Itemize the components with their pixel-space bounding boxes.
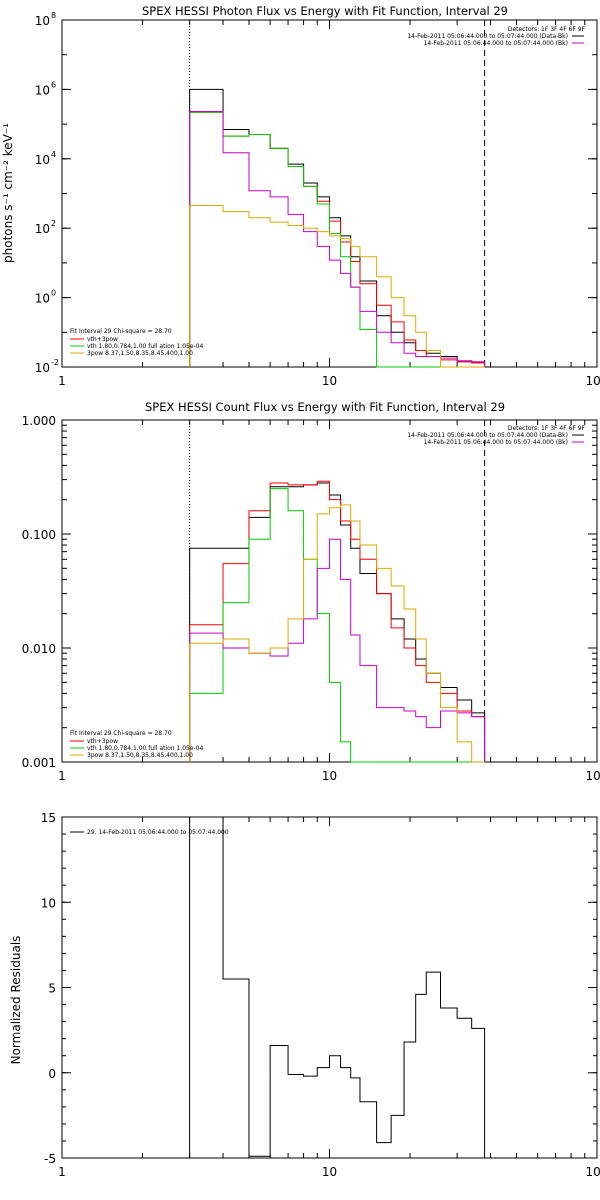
photon-fit-line-3: 3pow 8.37,1.50,8.35,8.45,400,1.00 [87, 350, 193, 357]
residuals-plot-frame [61, 816, 598, 1159]
count-y-tick-label: 0.001 [22, 756, 56, 770]
photon-plot-frame [61, 19, 598, 368]
count-y-tick-label: 0.100 [22, 528, 56, 542]
photon-range-markers [189, 20, 486, 367]
photon-fit-legend: Fit Interval 29 Chi-square = 28.70 vth+3… [70, 328, 203, 357]
count-x-tick-label: 100 [586, 769, 600, 783]
residuals-panel: -5 0 5 10 15 1 10 100 Normalized Residuals 29.… [9, 811, 600, 1179]
photon-fit-line-0: Fit Interval 29 Chi-square = 28.70 [70, 328, 172, 335]
residuals-x-tick-label: 10 [322, 1165, 337, 1179]
residuals-series-group [189, 816, 486, 1158]
count-flux-panel: SPEX HESSI Count Flux vs Energy with Fit… [22, 400, 600, 783]
photon-y-tick-exponent: 2 [51, 219, 56, 228]
count-series-2 [189, 488, 485, 763]
residuals-y-axis-label: Normalized Residuals [9, 936, 23, 1065]
count-fit-line-0: Fit Interval 29 Chi-square = 28.70 [70, 730, 172, 737]
photon-x-tick-label: 10 [322, 374, 337, 388]
photon-y-tick-label: 10 [35, 222, 50, 236]
photon-header-data-interval: 14-Feb-2011 05:06:44.000 to 05:07:44.000… [407, 33, 568, 40]
count-y-tick-label: 0.010 [22, 642, 56, 656]
count-y-axis: 0.001 0.010 0.100 1.000 [22, 414, 597, 770]
count-x-axis: 1 10 100 [58, 420, 600, 783]
photon-y-tick-label: 10 [35, 153, 50, 167]
photon-header-bk-interval: 14-Feb-2011 05:06:44.000 to 05:07:44.000… [424, 40, 568, 47]
photon-header: Detectors: 1F 3F 4F 6F 9F 14-Feb-2011 05… [407, 26, 585, 47]
photon-y-tick-exponent: 8 [51, 11, 56, 20]
count-series-3 [189, 538, 486, 762]
count-header-detectors: Detectors: 1F 3F 4F 6F 9F [508, 425, 586, 432]
count-fit-legend: Fit Interval 29 Chi-square = 28.70 vth+3… [70, 730, 203, 759]
residuals-y-axis: -5 0 5 10 15 [41, 811, 597, 1166]
photon-y-tick-label: 10 [35, 292, 50, 306]
residuals-y-tick-label: -5 [44, 1152, 56, 1166]
photon-series-group [189, 88, 486, 368]
photon-fit-line-1: vth+3pow [87, 336, 118, 343]
photon-y-axis-label: photons s⁻¹ cm⁻² keV⁻¹ [1, 123, 15, 263]
residuals-y-tick-label: 10 [41, 896, 56, 910]
photon-x-axis: 1 10 100 [58, 20, 600, 388]
count-x-tick-label: 1 [58, 769, 66, 783]
residuals-x-tick-label: 1 [58, 1165, 66, 1179]
count-plot-frame [61, 419, 598, 763]
residuals-x-axis: 1 10 100 [58, 817, 600, 1179]
residuals-y-tick-label: 5 [48, 982, 56, 996]
count-fit-line-1: vth+3pow [87, 738, 118, 745]
count-y-tick-label: 1.000 [22, 414, 56, 428]
photon-flux-panel: SPEX HESSI Photon Flux vs Energy with Fi… [1, 4, 600, 388]
photon-y-tick-exponent: -2 [51, 358, 59, 367]
count-series-4 [189, 504, 485, 763]
photon-y-tick-exponent: 6 [51, 80, 56, 89]
count-header-data-interval: 14-Feb-2011 05:06:44.000 to 05:07:44.000… [407, 432, 568, 439]
photon-y-tick-exponent: 4 [51, 150, 56, 159]
photon-y-tick-label: 10 [35, 83, 50, 97]
count-fit-line-3: 3pow 8.37,1.50,8.35,8.45,400,1.00 [87, 752, 193, 759]
photon-chart-title: SPEX HESSI Photon Flux vs Energy with Fi… [142, 4, 508, 18]
photon-y-tick-label: 10 [35, 14, 50, 28]
photon-series-0 [189, 88, 486, 367]
count-series-group [189, 480, 486, 763]
photon-header-detectors: Detectors: 1F 3F 4F 6F 9F [508, 26, 586, 33]
residuals-legend-text: 29. 14-Feb-2011 05:06:44.000 to 05:07:44… [87, 829, 229, 836]
residuals-series-0 [189, 816, 486, 1158]
photon-fit-line-2: vth 1.80,0.784,1.00 full ation 1.05e-04 [87, 343, 203, 350]
photon-x-tick-label: 1 [58, 374, 66, 388]
photon-series-2 [189, 111, 485, 368]
residuals-x-tick-label: 100 [586, 1165, 600, 1179]
photon-y-tick-exponent: 0 [51, 289, 56, 298]
residuals-y-tick-label: 0 [48, 1067, 56, 1081]
photon-x-tick-label: 100 [586, 374, 600, 388]
photon-series-4 [189, 205, 485, 368]
count-x-tick-label: 10 [322, 769, 337, 783]
photon-series-1 [189, 111, 486, 367]
count-header: Detectors: 1F 3F 4F 6F 9F 14-Feb-2011 05… [407, 425, 585, 446]
residuals-y-tick-label: 15 [41, 811, 56, 825]
count-header-bk-interval: 14-Feb-2011 05:06:44.000 to 05:07:44.000… [424, 439, 568, 446]
count-chart-title: SPEX HESSI Count Flux vs Energy with Fit… [145, 400, 505, 414]
photon-series-3 [189, 111, 486, 367]
photon-y-tick-label: 10 [35, 361, 50, 375]
count-fit-line-2: vth 1.80,0.784,1.00 full ation 1.05e-04 [87, 745, 203, 752]
